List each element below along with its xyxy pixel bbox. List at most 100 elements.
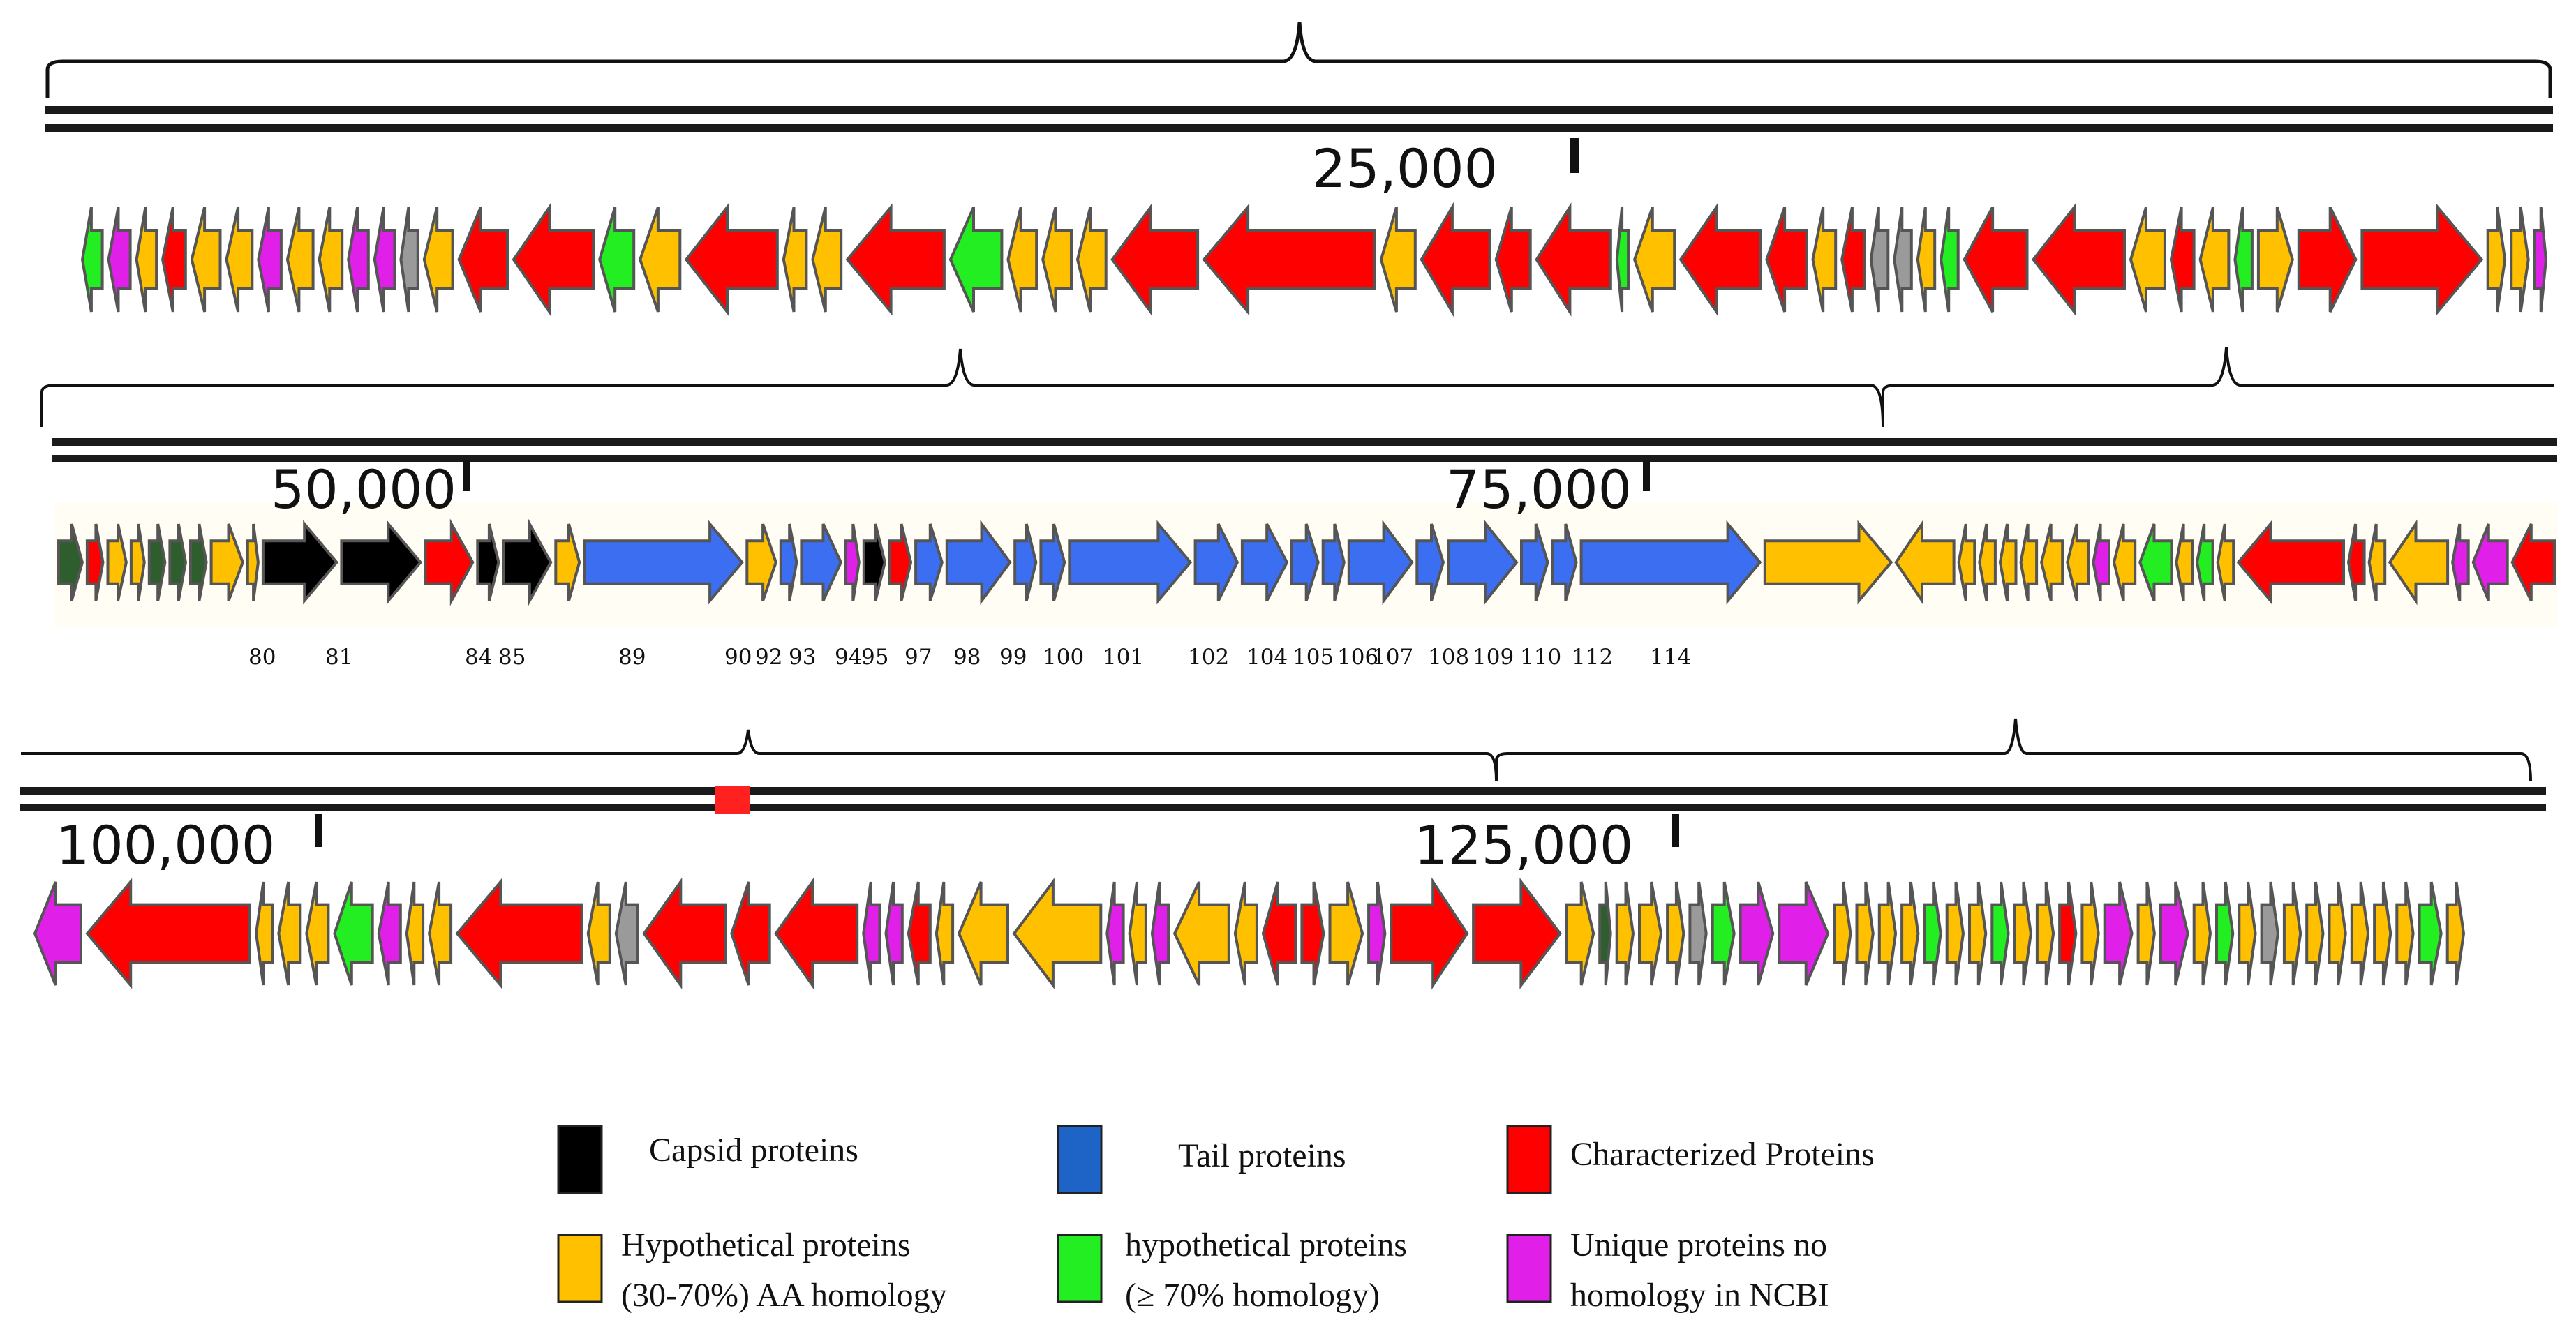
- hypothetical-gene-arrow: [1666, 881, 1685, 986]
- tail-gene-arrow: [1290, 523, 1320, 601]
- tail-gene-arrow: [945, 519, 1012, 606]
- tail-gene-arrow: [1579, 520, 1762, 605]
- track-1: 25,000: [45, 22, 2553, 317]
- hypothetical-gene-arrow: [1632, 207, 1676, 313]
- hypothetical-gene-arrow: [1233, 881, 1258, 986]
- characterized-gene-arrow: [888, 523, 913, 601]
- unique-gene-arrow: [2533, 207, 2548, 313]
- brace-track3-left: [21, 729, 1498, 782]
- hypothetical-gene-arrow: [2035, 881, 2055, 986]
- legend-label-unique: Unique proteins no: [1570, 1227, 1827, 1264]
- coordinate-100000: 100,000: [56, 814, 275, 876]
- hypothetical-gene-arrow: [1900, 881, 1920, 986]
- unique-gene-arrow: [884, 881, 904, 986]
- coordinate-tick: [1672, 814, 1679, 847]
- hypothetical-gene-arrow: [1075, 207, 1108, 313]
- hypothetical-gene-arrow: [2238, 881, 2257, 986]
- brace-track1: [45, 22, 2552, 98]
- gene-label: 102: [1188, 645, 1229, 670]
- unique-gene-arrow: [2092, 523, 2110, 601]
- hypothetical-gene-arrow: [639, 207, 682, 313]
- hypothetical-high-gene-arrow: [80, 207, 104, 313]
- hypothetical-gene-arrow: [225, 207, 254, 313]
- gene-label: 92: [755, 645, 782, 670]
- coordinate-tick: [463, 460, 470, 491]
- hypothetical-high-gene-arrow: [2215, 881, 2235, 986]
- characterized-gene-arrow: [161, 207, 187, 313]
- characterized-gene-arrow: [1300, 881, 1325, 986]
- characterized-gene-arrow: [2360, 203, 2484, 316]
- characterized-gene-arrow: [2236, 520, 2345, 605]
- tail-gene-arrow: [1347, 519, 1414, 606]
- hypothetical-gene-arrow: [1877, 881, 1898, 986]
- gene-label: 101: [1103, 645, 1144, 670]
- gene-label: 90: [724, 645, 752, 670]
- unique-gene-arrow: [1739, 881, 1775, 986]
- hypothetical-gene-arrow: [745, 523, 777, 601]
- dark-gene-arrow: [57, 523, 84, 601]
- hypothetical-gene-arrow: [1833, 881, 1852, 986]
- characterized-gene-arrow: [1261, 881, 1297, 986]
- hypothetical-gene-arrow: [2136, 881, 2156, 986]
- gene-track-3: [33, 877, 2466, 990]
- tail-gene-arrow: [1520, 523, 1549, 601]
- characterized-gene-arrow: [1390, 877, 1469, 990]
- tail-gene-arrow: [1551, 523, 1578, 601]
- hypothetical-gene-arrow: [1811, 207, 1838, 313]
- characterized-gene-arrow: [1494, 207, 1532, 313]
- hypothetical-gene-arrow: [405, 881, 425, 986]
- gene-track-2: [57, 518, 2556, 606]
- unique-gene-arrow: [107, 207, 132, 313]
- capsid-gene-arrow: [261, 520, 339, 605]
- hypothetical-gene-arrow: [277, 881, 302, 986]
- characterized-gene-arrow: [2031, 203, 2126, 316]
- characterized-gene-arrow: [730, 881, 771, 986]
- hypothetical-gene-arrow: [2373, 881, 2392, 986]
- hypothetical-gene-arrow: [305, 881, 330, 986]
- unique-gene-arrow: [33, 881, 82, 986]
- hypothetical-gene-arrow: [1945, 881, 1965, 986]
- hypothetical-high-gene-arrow: [2233, 207, 2254, 313]
- genome-line: [45, 124, 2553, 132]
- hypothetical-gene-arrow: [1978, 523, 1997, 601]
- unassigned-gene-arrow: [1893, 207, 1913, 313]
- gene-label: 93: [789, 645, 816, 670]
- hypothetical-gene-arrow: [2256, 207, 2294, 313]
- legend-label-characterized: Characterized Proteins: [1570, 1136, 1875, 1173]
- characterized-gene-arrow: [2058, 881, 2078, 986]
- characterized-gene-arrow: [1420, 202, 1491, 317]
- hypothetical-gene-arrow: [2486, 207, 2507, 313]
- dark-gene-arrow: [168, 523, 188, 601]
- gene-label: 114: [1650, 645, 1691, 670]
- dark-gene-arrow: [189, 523, 208, 601]
- gene-label: 100: [1043, 645, 1084, 670]
- hypothetical-high-gene-arrow: [1711, 881, 1736, 986]
- genome-line: [45, 106, 2553, 114]
- characterized-gene-arrow: [2346, 523, 2366, 601]
- hypothetical-gene-arrow: [190, 207, 222, 313]
- gene-label: 98: [953, 645, 981, 670]
- characterized-gene-arrow: [457, 207, 509, 313]
- hypothetical-high-gene-arrow: [1615, 207, 1630, 313]
- hypothetical-gene-arrow: [957, 881, 1009, 986]
- legend-label-hyp-low: Hypothetical proteins: [621, 1227, 911, 1264]
- hypothetical-gene-arrow: [782, 207, 808, 313]
- unique-gene-arrow: [257, 207, 283, 313]
- hypothetical-gene-arrow: [2305, 881, 2325, 986]
- unique-gene-arrow: [2471, 523, 2509, 601]
- legend-swatch-tail: [1057, 1125, 1103, 1194]
- unique-gene-arrow: [2103, 881, 2134, 986]
- genome-line: [52, 438, 2557, 446]
- hypothetical-gene-arrow: [129, 523, 146, 601]
- hypothetical-high-gene-arrow: [598, 207, 636, 313]
- characterized-gene-arrow: [2510, 523, 2556, 601]
- legend-swatch-unique: [1506, 1234, 1552, 1303]
- unique-gene-arrow: [862, 881, 881, 986]
- gene-label: 106: [1337, 645, 1378, 670]
- hypothetical-high-gene-arrow: [948, 207, 1004, 313]
- hypothetical-gene-arrow: [1379, 207, 1417, 313]
- legend-swatch-hyp-high: [1057, 1234, 1103, 1303]
- hypothetical-gene-arrow: [2129, 207, 2166, 313]
- characterized-gene-arrow: [1472, 878, 1562, 989]
- hypothetical-gene-arrow: [1041, 207, 1073, 313]
